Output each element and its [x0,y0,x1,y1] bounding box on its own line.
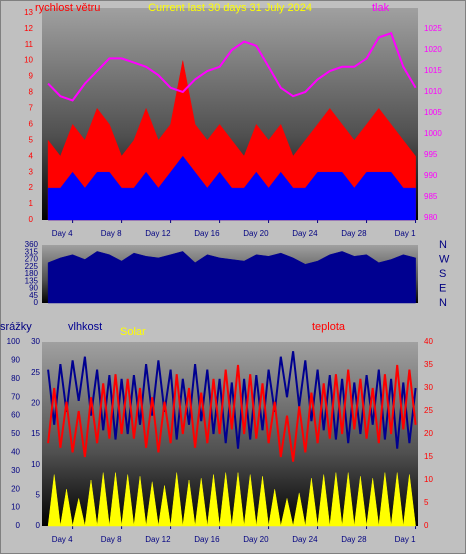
x-tick-label: Day 16 [194,535,220,544]
chart-title: Current last 30 days 31 July 2024 [148,2,312,14]
series-area [47,472,416,527]
y2-tick-label: 20 [424,429,433,438]
x-tick-label: Day 20 [243,229,269,238]
y-tick-label: 180 [25,269,39,278]
direction-label: W [439,253,450,265]
series-label: vlhkost [68,321,102,333]
axis-label: srážky [0,321,32,333]
y-tick-label: 45 [29,291,38,300]
y-tick-label: 70 [11,392,20,401]
y-tick-label: 100 [7,337,21,346]
y-tick-label: 2 [29,183,34,192]
y2-tick-label: 5 [424,498,429,507]
y3-tick-label: 0 [36,521,41,530]
y-tick-label: 0 [29,215,34,224]
y-tick-label: 10 [11,503,20,512]
y-tick-label: 0 [34,298,39,307]
y2-tick-label: 1000 [424,129,442,138]
direction-label: E [439,282,446,294]
series-label: teplota [312,321,346,333]
x-tick-label: Day 4 [52,229,73,238]
x-tick-label: Day 8 [101,229,122,238]
x-tick-label: Day 1 [395,229,416,238]
series-area [47,155,416,221]
y-tick-label: 0 [16,521,21,530]
y2-tick-label: 990 [424,171,438,180]
y-tick-label: 270 [25,255,39,264]
y-tick-label: 6 [29,119,34,128]
x-tick-label: Day 1 [395,535,416,544]
series-label: Solar [120,326,146,338]
y-tick-label: 30 [11,466,20,475]
y2-tick-label: 40 [424,337,433,346]
y2-tick-label: 1025 [424,24,442,33]
series-label: rychlost větru [35,2,100,14]
x-tick-label: Day 28 [341,229,367,238]
y3-tick-label: 30 [31,337,40,346]
y3-tick-label: 5 [36,490,41,499]
direction-label: S [439,268,446,280]
y2-tick-label: 15 [424,452,433,461]
x-tick-label: Day 4 [52,535,73,544]
y-tick-label: 8 [29,88,34,97]
x-tick-label: Day 20 [243,535,269,544]
y-tick-label: 1 [29,199,34,208]
x-tick-label: Day 24 [292,535,318,544]
y2-tick-label: 0 [424,521,429,530]
y-tick-label: 315 [25,247,39,256]
y-tick-label: 5 [29,135,34,144]
y2-tick-label: 35 [424,360,433,369]
y2-tick-label: 995 [424,150,438,159]
x-tick-label: Day 8 [101,535,122,544]
y-tick-label: 3 [29,167,34,176]
y2-tick-label: 1015 [424,66,442,75]
y2-tick-label: 1020 [424,45,442,54]
y2-tick-label: 30 [424,383,433,392]
x-tick-label: Day 16 [194,229,220,238]
y-tick-label: 12 [24,24,33,33]
y2-tick-label: 985 [424,192,438,201]
x-tick-label: Day 12 [145,535,171,544]
y-tick-label: 90 [11,356,20,365]
y-tick-label: 80 [11,374,20,383]
y3-tick-label: 10 [31,460,40,469]
y-tick-label: 90 [29,284,38,293]
direction-label: N [439,297,447,309]
y2-tick-label: 25 [424,406,433,415]
direction-label: N [439,239,447,251]
y-tick-label: 50 [11,429,20,438]
y-tick-label: 135 [25,276,39,285]
y2-tick-label: 1005 [424,108,442,117]
y-tick-label: 20 [11,484,20,493]
y-tick-label: 13 [24,8,33,17]
x-tick-label: Day 28 [341,535,367,544]
series-line [47,31,417,102]
y-tick-label: 9 [29,72,34,81]
y3-tick-label: 20 [31,398,40,407]
y2-tick-label: 1010 [424,87,442,96]
y-tick-label: 60 [11,411,20,420]
y2-tick-label: 980 [424,213,438,222]
y-tick-label: 225 [25,262,39,271]
y-tick-label: 11 [25,40,34,49]
y-tick-label: 7 [29,104,34,113]
y-tick-label: 360 [25,240,39,249]
y-tick-label: 40 [11,448,20,457]
y-tick-label: 10 [24,56,33,65]
series-line [47,364,417,462]
series-line [47,351,417,449]
y-tick-label: 4 [29,151,34,160]
series-area [47,251,416,304]
y3-tick-label: 15 [31,429,40,438]
y2-tick-label: 10 [424,475,433,484]
y3-tick-label: 25 [31,368,40,377]
x-tick-label: Day 12 [145,229,171,238]
x-tick-label: Day 24 [292,229,318,238]
series-label: tlak [372,2,390,14]
